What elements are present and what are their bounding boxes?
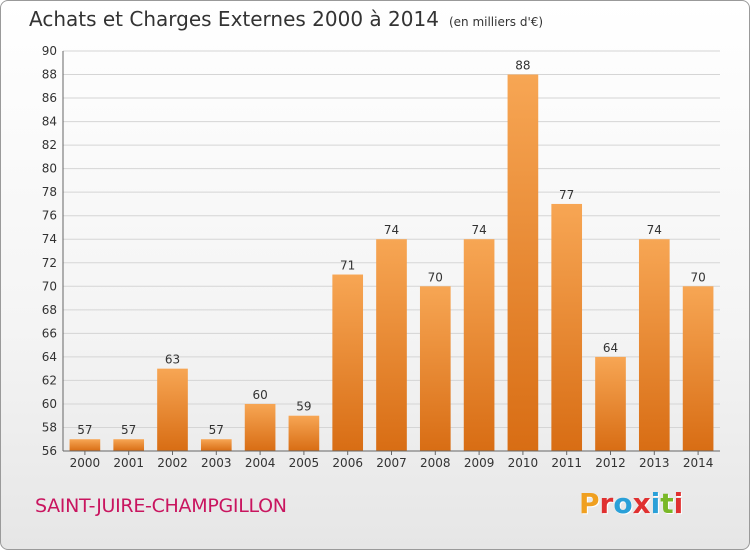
bar xyxy=(69,439,101,451)
x-tick-label: 2010 xyxy=(508,456,539,470)
x-tick-label: 2013 xyxy=(639,456,670,470)
logo-letter: x xyxy=(632,487,651,520)
logo-letter: t xyxy=(660,487,674,520)
bar xyxy=(113,439,145,451)
logo-letter: o xyxy=(613,487,633,520)
bar xyxy=(551,203,583,451)
bar-value-label: 64 xyxy=(603,341,618,355)
bar xyxy=(682,286,714,451)
labels: 56 58 60 62 64 66 68 70 72 74 76 78 80 82 84 86 88 90 2000… xyxy=(42,44,714,470)
y-tick-label: 74 xyxy=(42,232,57,246)
bars xyxy=(69,74,714,451)
x-tick-label: 2008 xyxy=(420,456,451,470)
bar xyxy=(288,415,320,451)
bar-value-label: 88 xyxy=(515,59,530,73)
bar xyxy=(638,239,670,451)
x-tick-label: 2006 xyxy=(332,456,363,470)
bar xyxy=(157,368,188,451)
y-tick-label: 84 xyxy=(42,115,57,129)
bar xyxy=(507,74,539,451)
bar-value-label: 57 xyxy=(121,423,136,437)
x-tick-label: 2005 xyxy=(289,456,320,470)
bar xyxy=(595,356,626,451)
chart-title: Achats et Charges Externes 2000 à 2014 (e… xyxy=(29,7,543,31)
x-tick-label: 2009 xyxy=(464,456,495,470)
y-tick-label: 90 xyxy=(42,44,57,58)
logo-letter: P xyxy=(579,487,600,520)
y-tick-label: 82 xyxy=(42,138,57,152)
bar xyxy=(419,286,451,451)
x-tick-label: 2012 xyxy=(595,456,626,470)
bar-value-label: 57 xyxy=(209,423,224,437)
x-tick-label: 2011 xyxy=(551,456,582,470)
y-tick-label: 60 xyxy=(42,397,57,411)
logo-letter: i xyxy=(673,487,684,520)
x-tick-label: 2003 xyxy=(201,456,232,470)
y-tick-label: 68 xyxy=(42,303,57,317)
y-tick-label: 88 xyxy=(42,68,57,82)
y-tick-label: 78 xyxy=(42,185,57,199)
chart-title-text: Achats et Charges Externes 2000 à 2014 xyxy=(29,7,439,31)
axes xyxy=(62,51,720,455)
y-tick-label: 58 xyxy=(42,420,57,434)
bar-value-label: 77 xyxy=(559,188,574,202)
y-tick-label: 62 xyxy=(42,373,57,387)
bar xyxy=(332,274,364,451)
y-tick-label: 80 xyxy=(42,162,57,176)
bar xyxy=(463,239,495,451)
y-tick-label: 72 xyxy=(42,256,57,270)
bar xyxy=(244,403,276,451)
y-tick-label: 66 xyxy=(42,326,57,340)
y-tick-label: 86 xyxy=(42,91,57,105)
logo-letter: i xyxy=(650,487,661,520)
bar-value-label: 71 xyxy=(340,259,355,273)
x-tick-label: 2001 xyxy=(113,456,144,470)
bar-value-label: 74 xyxy=(384,223,399,237)
bar xyxy=(200,439,232,451)
x-tick-label: 2014 xyxy=(683,456,714,470)
proxiti-logo: Proxiti xyxy=(579,487,683,520)
bar-value-label: 63 xyxy=(165,353,180,367)
bar-value-label: 74 xyxy=(471,223,486,237)
y-tick-label: 56 xyxy=(42,444,57,458)
bar xyxy=(376,239,407,451)
bar-value-label: 74 xyxy=(647,223,662,237)
y-tick-label: 76 xyxy=(42,209,57,223)
bar-value-label: 70 xyxy=(428,270,443,284)
bar-value-label: 59 xyxy=(296,400,311,414)
x-tick-label: 2004 xyxy=(245,456,276,470)
x-tick-label: 2007 xyxy=(376,456,407,470)
logo-letter: r xyxy=(599,487,614,520)
y-tick-label: 64 xyxy=(42,350,57,364)
town-name: SAINT-JUIRE-CHAMPGILLON xyxy=(35,495,287,517)
x-tick-label: 2002 xyxy=(157,456,188,470)
chart-unit: (en milliers d'€) xyxy=(448,15,544,29)
x-tick-label: 2000 xyxy=(70,456,101,470)
bar-value-label: 70 xyxy=(690,270,705,284)
y-tick-label: 70 xyxy=(42,279,57,293)
bar-value-label: 57 xyxy=(77,423,92,437)
bar-value-label: 60 xyxy=(252,388,267,402)
